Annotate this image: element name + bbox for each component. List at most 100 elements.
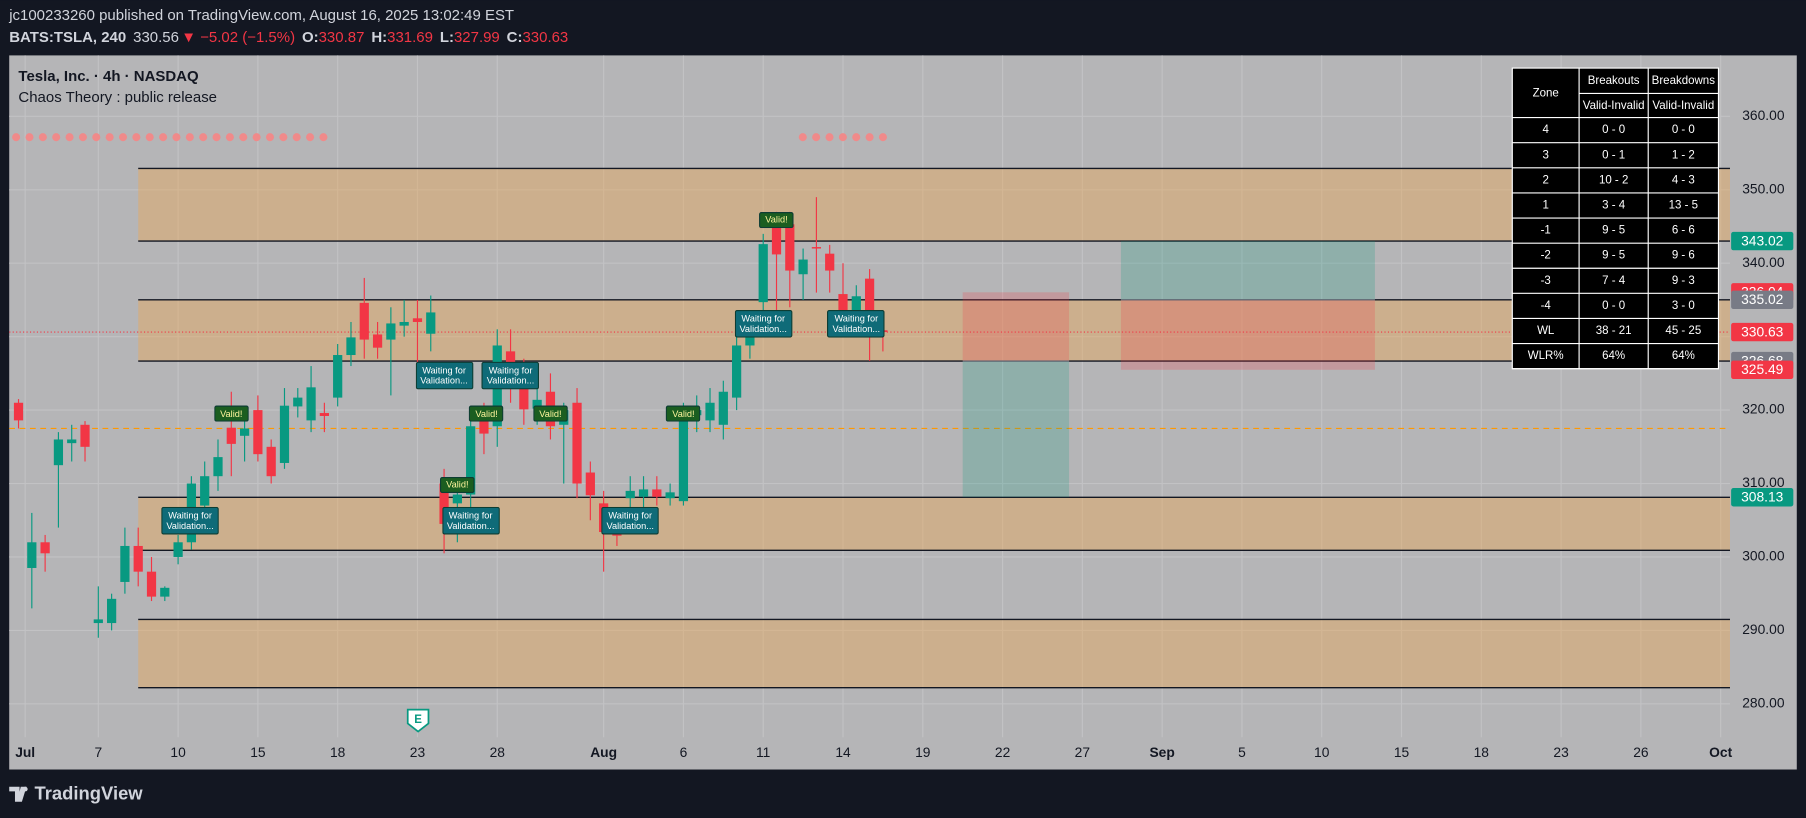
candle-body (107, 598, 117, 624)
price-tag-label: 330.63 (1741, 323, 1784, 339)
x-tick-label: 14 (835, 744, 851, 760)
candle-body (27, 542, 37, 568)
signal-dot (12, 133, 21, 142)
candle-body (213, 457, 223, 477)
zone (138, 497, 1730, 551)
position-stop (962, 292, 1070, 362)
candle-body (479, 413, 489, 434)
table-cell: 6 - 6 (1672, 225, 1695, 237)
table-header: Zone (1533, 87, 1559, 99)
signal-dot (92, 133, 101, 142)
price-tag-label: 308.13 (1741, 489, 1784, 505)
candle-body (120, 545, 130, 582)
signal-dot (225, 133, 234, 142)
stats-table: Zone Breakouts Valid-Invalid Breakdowns Vali… (1511, 67, 1720, 370)
annotation: Waiting for Validation... (441, 507, 500, 535)
table-cell: 64% (1602, 350, 1625, 362)
annotation: Waiting for Validation... (161, 507, 219, 535)
table-cell: 13 - 5 (1669, 200, 1698, 212)
earnings-marker: E (406, 708, 430, 733)
o-label: O: (302, 29, 319, 46)
price-tag-label: 343.02 (1741, 232, 1783, 248)
annotation-text: Valid! (213, 405, 249, 422)
annotation-text: Waiting for Validation... (441, 507, 500, 535)
last-price: 330.56 (133, 29, 179, 46)
price-tag (1731, 488, 1794, 507)
price-tag-label: 325.49 (1741, 361, 1784, 377)
h-value: 331.69 (387, 29, 433, 46)
signal-dot (306, 133, 315, 142)
signal-dot (292, 133, 301, 142)
candle-body (319, 413, 329, 416)
annotation-text: Waiting for Validation... (415, 361, 473, 390)
logo-dot (23, 786, 28, 792)
candle-body (386, 323, 396, 340)
y-tick-label: 300.00 (1742, 548, 1785, 564)
x-tick-label: Sep (1149, 744, 1174, 760)
candle-body (266, 446, 276, 477)
signal-dot (118, 133, 128, 142)
logo: TradingView (9, 783, 143, 804)
signal-dot (78, 133, 87, 142)
table-cell: -3 (1541, 275, 1551, 287)
table-cell: 64% (1672, 350, 1695, 362)
table-header: Breakdowns (1652, 75, 1716, 87)
x-tick-label: Oct (1709, 744, 1732, 760)
candle-body (732, 345, 742, 398)
position-stop (1120, 299, 1375, 370)
y-tick-label: 350.00 (1742, 180, 1785, 196)
annotation: Waiting for Validation... (734, 309, 792, 338)
candle-body (585, 472, 595, 496)
signal-dot (852, 133, 861, 142)
candle-body (399, 321, 409, 326)
annotation: Valid! (533, 405, 568, 422)
earnings-badge (406, 708, 430, 733)
position-target (962, 361, 1070, 498)
annotation: Valid! (213, 405, 249, 422)
signal-dot (65, 133, 74, 142)
x-tick-label: Aug (590, 744, 617, 760)
candle-body (665, 492, 675, 499)
price-tag-label: 335.02 (1741, 291, 1783, 307)
plot: 280.00290.00300.00310.00320.00330.00340.… (9, 55, 1794, 760)
candle-body (785, 224, 795, 271)
table-cell: 3 - 0 (1672, 300, 1695, 312)
table-cell: -1 (1541, 225, 1551, 237)
annotation-text: Valid! (440, 476, 475, 494)
table-cell: 1 (1542, 200, 1548, 212)
table-cell: 0 - 0 (1602, 300, 1625, 312)
candle-body (226, 427, 236, 444)
candle-body (466, 426, 476, 495)
annotation: Valid! (759, 211, 794, 228)
candle-body (412, 318, 423, 322)
candle-body (200, 476, 210, 506)
table-cell: 9 - 3 (1672, 275, 1695, 287)
signal-dot (825, 133, 834, 142)
x-tick-label: 18 (1474, 744, 1490, 760)
table-cell: 4 - 3 (1672, 174, 1695, 186)
annotation: Valid! (469, 405, 504, 422)
signal-dot (239, 133, 248, 142)
annotation: Waiting for Validation... (827, 309, 886, 338)
zone (138, 168, 1730, 242)
table-cell: 0 - 1 (1602, 149, 1625, 161)
candle-body (851, 296, 861, 312)
candle-body (758, 244, 768, 303)
y-tick-label: 340.00 (1742, 254, 1785, 270)
candle-body (160, 587, 170, 597)
candle-body (426, 312, 436, 334)
table-cell: 45 - 25 (1665, 325, 1701, 337)
candle-body (13, 402, 24, 421)
signal-dot (52, 133, 61, 142)
annotation: Valid! (440, 476, 475, 494)
candle-body (239, 428, 250, 436)
table-cell: 38 - 21 (1596, 325, 1632, 337)
candle-body (798, 259, 808, 275)
table-cell: 10 - 2 (1599, 174, 1628, 186)
candle-body (253, 410, 263, 455)
table-cell: 4 (1542, 124, 1549, 136)
x-tick-label: 11 (756, 744, 770, 760)
x-tick-label: 6 (680, 744, 688, 760)
o-value: 330.87 (319, 29, 365, 46)
